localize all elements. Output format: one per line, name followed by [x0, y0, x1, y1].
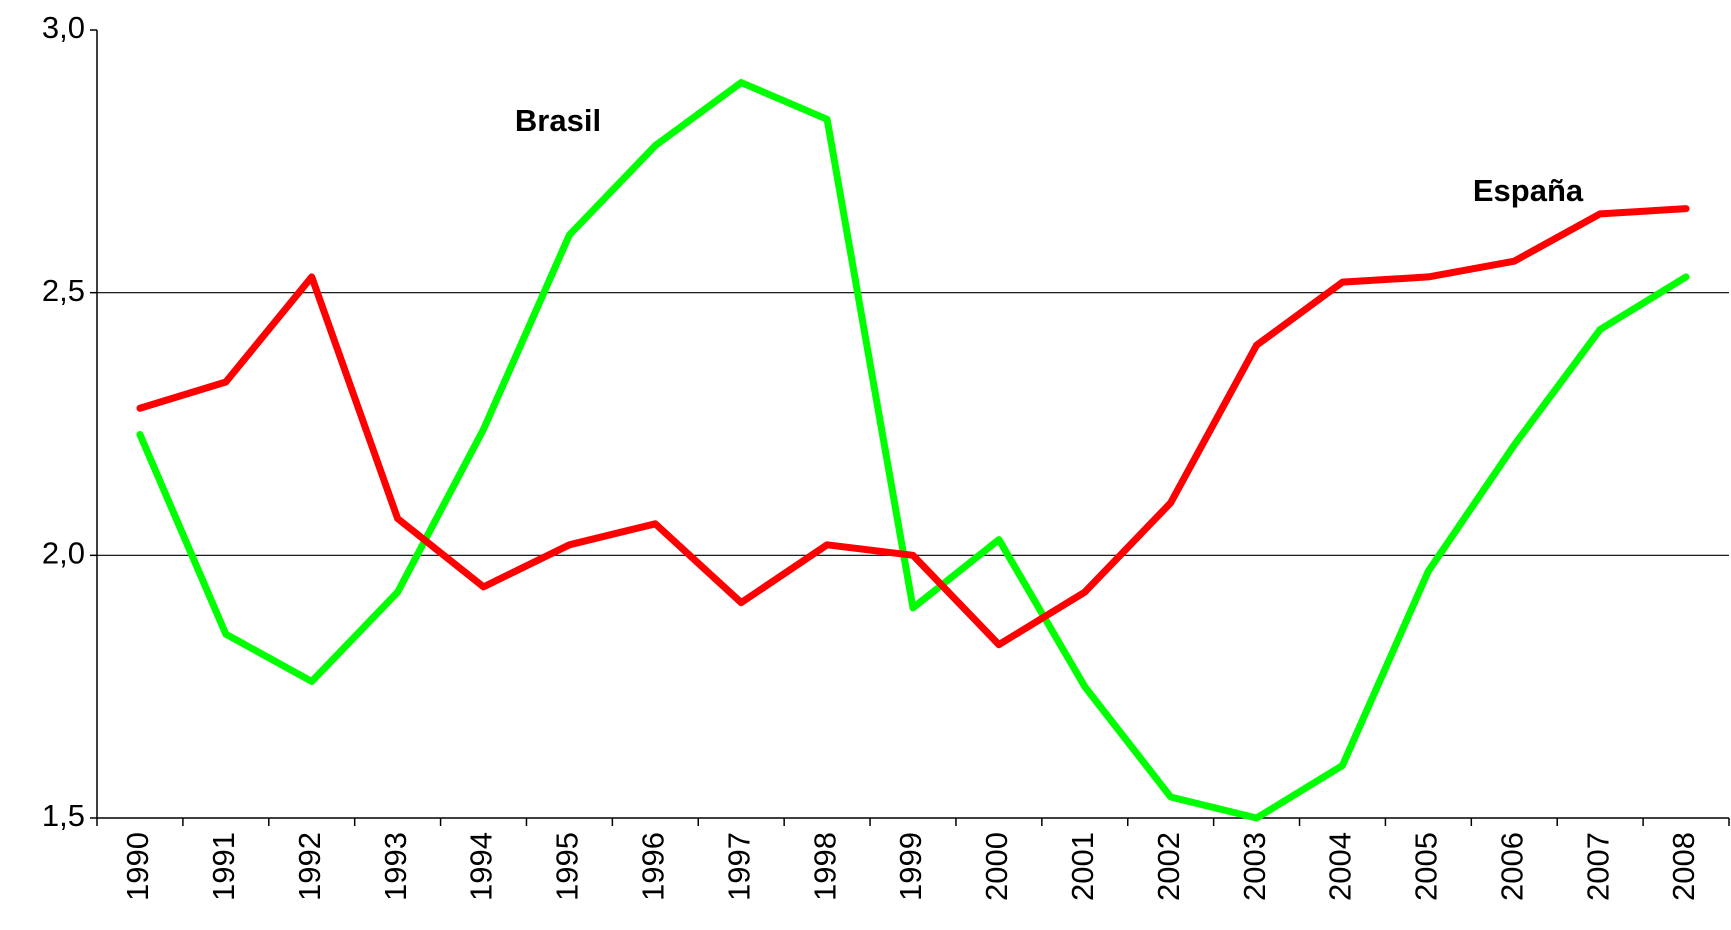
y-tick-label: 3,0: [42, 10, 85, 45]
x-tick-label: 2001: [1065, 832, 1100, 901]
x-tick-label: 2002: [1151, 832, 1186, 901]
x-tick-label: 2000: [979, 832, 1014, 901]
x-tick-label: 1999: [893, 832, 928, 901]
x-tick-label: 1993: [378, 832, 413, 901]
x-tick-label: 1994: [464, 832, 499, 901]
y-tick-label: 1,5: [42, 798, 85, 833]
x-tick-label: 2004: [1323, 832, 1358, 901]
x-tick-label: 2005: [1409, 832, 1444, 901]
x-tick-label: 1995: [550, 832, 585, 901]
x-tick-label: 2003: [1237, 832, 1272, 901]
y-tick-label: 2,5: [42, 273, 85, 308]
series-line: [136, 205, 1690, 649]
x-tick-label: 1998: [807, 832, 842, 901]
x-tick-label: 2008: [1666, 832, 1701, 901]
x-tick-label: 2006: [1494, 832, 1529, 901]
x-tick-label: 1996: [636, 832, 671, 901]
series-line: [136, 79, 1690, 822]
x-tick-label: 1997: [721, 832, 756, 901]
x-tick-label: 1991: [206, 832, 241, 901]
x-tick-label: 2007: [1580, 832, 1615, 901]
y-tick-label: 2,0: [42, 536, 85, 571]
series-label: España: [1473, 173, 1584, 208]
x-tick-label: 1992: [292, 832, 327, 901]
series-label: Brasil: [515, 103, 601, 138]
x-tick-label: 1990: [120, 832, 155, 901]
